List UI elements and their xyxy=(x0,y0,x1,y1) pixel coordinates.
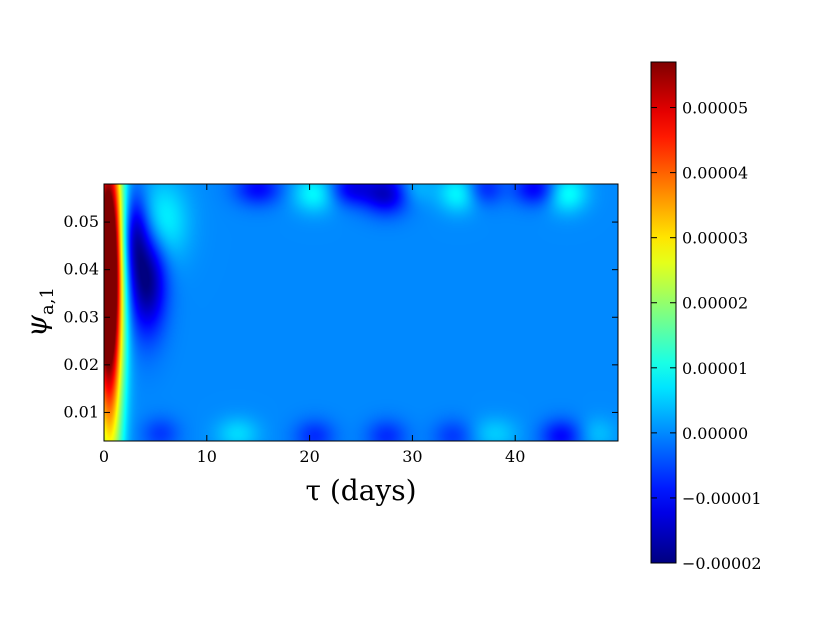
colorbar-tick-label: 0.00000 xyxy=(682,424,748,443)
x-axis-ticks: 0 10 20 30 40 xyxy=(99,184,525,466)
x-tick-label: 30 xyxy=(402,447,422,466)
colorbar-tick-label: 0.00003 xyxy=(682,229,748,248)
colorbar-tick-label: 0.00001 xyxy=(682,359,748,378)
colorbar-tick-label: −0.00002 xyxy=(682,554,762,573)
svg-text:ψa,1: ψa,1 xyxy=(20,287,58,337)
y-tick-label: 0.03 xyxy=(63,307,99,326)
colorbar-tick-label: 0.00002 xyxy=(682,294,748,313)
x-axis-label: τ (days) xyxy=(305,474,416,507)
y-tick-label: 0.05 xyxy=(63,212,99,231)
y-axis-label-symbol: ψ xyxy=(20,314,53,337)
plot-area xyxy=(104,184,618,441)
y-tick-label: 0.04 xyxy=(63,260,99,279)
heatmap-image xyxy=(104,184,618,441)
y-axis-label-subscript: a,1 xyxy=(37,287,58,315)
x-tick-label: 20 xyxy=(299,447,319,466)
y-tick-label: 0.02 xyxy=(63,355,99,374)
x-tick-label: 40 xyxy=(505,447,525,466)
colorbar-tick-label: −0.00001 xyxy=(682,489,762,508)
colorbar-frame xyxy=(650,61,677,564)
y-axis-label: ψa,1 xyxy=(20,287,58,337)
x-tick-label: 10 xyxy=(197,447,217,466)
y-tick-label: 0.01 xyxy=(63,402,99,421)
y-axis-ticks: 0.01 0.02 0.03 0.04 0.05 xyxy=(63,212,618,421)
colorbar-tick-label: 0.00004 xyxy=(682,164,748,183)
plot-frame xyxy=(103,183,619,442)
colorbar-gradient xyxy=(651,62,676,563)
colorbar: −0.00002 −0.00001 0.00000 0.00001 0.00002 0.0… xyxy=(650,61,762,573)
colorbar-ticks: −0.00002 −0.00001 0.00000 0.00001 0.00002 0.0… xyxy=(651,99,762,573)
x-tick-label: 0 xyxy=(99,447,109,466)
colorbar-tick-label: 0.00005 xyxy=(682,99,748,118)
